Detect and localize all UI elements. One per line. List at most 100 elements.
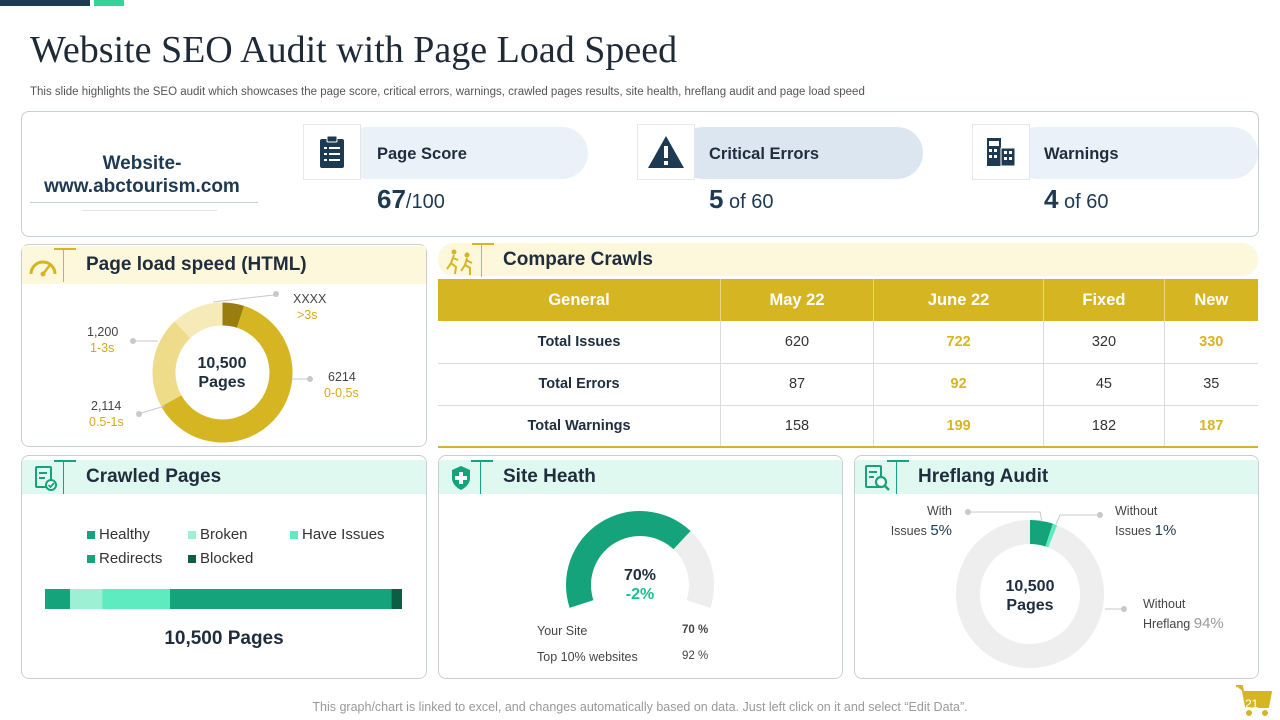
- critical-errors-value: 5 of 60: [709, 184, 774, 214]
- without-hreflang-label: Without Hreflang 94%: [1143, 597, 1224, 632]
- page-score-pill: [342, 127, 588, 179]
- slice-1-3s: [174, 302, 223, 339]
- table-row: Total Errors 87 92 45 35: [438, 363, 1258, 406]
- legend-swatch: [188, 530, 196, 539]
- legend-swatch: [87, 554, 95, 563]
- warning-icon: [637, 124, 695, 180]
- your-site-value: 70 %: [682, 624, 709, 636]
- divider: [82, 210, 217, 211]
- divider: [30, 202, 258, 203]
- top-accent-bar-green: [94, 0, 124, 6]
- runners-icon: [446, 249, 473, 275]
- warnings-pill: [1012, 127, 1258, 179]
- column-header: June 22: [873, 279, 1045, 321]
- warnings-label: Warnings: [1044, 145, 1119, 163]
- divider: [63, 460, 64, 494]
- warnings-value: 4 of 60: [1044, 184, 1109, 214]
- table-cell: 45: [1043, 363, 1165, 406]
- gauge-icon: [29, 260, 57, 277]
- table-row: Total Issues 620 722 320 330: [438, 321, 1258, 364]
- metrics-panel: Website- www.abctourism.com Page Score 6…: [21, 111, 1259, 237]
- clipboard-icon: [303, 124, 361, 180]
- table-cell: 92: [873, 363, 1045, 406]
- table-header-row: General May 22 June 22 Fixed New: [438, 279, 1258, 321]
- bar-segment-healthy: [169, 589, 392, 609]
- legend-swatch: [188, 554, 196, 563]
- crawled-total: 10,500 Pages: [164, 628, 284, 649]
- divider: [896, 460, 897, 494]
- footer-note: This graph/chart is linked to excel, and…: [312, 700, 968, 714]
- top-sites-value: 92 %: [682, 650, 709, 662]
- document-search-icon: [865, 465, 890, 491]
- legend-item: Blocked: [188, 550, 253, 567]
- calculator-icon: [972, 124, 1030, 180]
- site-health-title: Site Heath: [503, 466, 596, 487]
- health-shield-icon: [452, 466, 470, 490]
- critical-errors-label: Critical Errors: [709, 145, 820, 163]
- column-header: Fixed: [1043, 279, 1165, 321]
- legend-swatch: [87, 530, 95, 539]
- page-title: Website SEO Audit with Page Load Speed: [30, 29, 678, 71]
- divider: [480, 460, 481, 494]
- bar-segment-redirects: [45, 589, 70, 609]
- divider: [481, 243, 482, 277]
- slice--3s: [222, 302, 245, 328]
- hreflang-title: Hreflang Audit: [918, 466, 1049, 487]
- load-speed-header: Page load speed (HTML): [22, 246, 426, 284]
- with-issues-label: With Issues 5%: [890, 504, 952, 539]
- legend-item: Healthy: [87, 526, 150, 543]
- bar-segment-blocked: [391, 589, 402, 609]
- cart-icon: [1236, 685, 1272, 716]
- page-score-label: Page Score: [377, 145, 467, 163]
- legend-item: Have Issues: [290, 526, 385, 543]
- compare-header: Compare Crawls: [438, 243, 1258, 276]
- slice-with-issues: [1030, 520, 1053, 547]
- seg-range: 1-3s: [90, 341, 115, 355]
- page-number: 21: [1245, 697, 1259, 711]
- divider: [472, 243, 494, 245]
- table-cell: 87: [720, 363, 874, 406]
- your-site-label: Your Site: [537, 624, 588, 638]
- slice-0-5-1s: [152, 321, 191, 407]
- site-health-gauge: [566, 511, 714, 608]
- slice-your-site: [566, 511, 691, 608]
- table-cell: 620: [720, 321, 874, 364]
- row-label: Total Warnings: [438, 405, 722, 448]
- divider: [54, 248, 76, 250]
- slice-without-hreflang: [956, 520, 1104, 668]
- table-cell: 158: [720, 405, 874, 448]
- site-health-center: 70% -2%: [623, 567, 657, 603]
- compare-title: Compare Crawls: [503, 248, 653, 270]
- slice-remaining: [673, 531, 714, 608]
- seg-value: 6214: [328, 370, 356, 384]
- site-health-header: Site Heath: [439, 460, 842, 494]
- seg-value: 1,200: [87, 325, 119, 339]
- table-cell: 330: [1164, 321, 1258, 364]
- website-name: Website- www.abctourism.com: [44, 153, 240, 197]
- legend-item: Broken: [188, 526, 248, 543]
- slice-0-0-5s: [161, 305, 293, 443]
- table-cell: 182: [1043, 405, 1165, 448]
- table-cell: 722: [873, 321, 1045, 364]
- top-accent-bar: [0, 0, 90, 6]
- top-sites-label: Top 10% websites: [537, 650, 638, 664]
- hreflang-donut: [956, 520, 1104, 668]
- seg-range: 0.5-1s: [89, 415, 124, 429]
- slice-without-issues: [1045, 523, 1058, 548]
- critical-errors-pill: [677, 127, 923, 179]
- row-label: Total Errors: [438, 363, 722, 406]
- table-cell: 199: [873, 405, 1045, 448]
- load-speed-donut: [152, 302, 293, 443]
- row-label: Total Issues: [438, 321, 722, 364]
- hreflang-center: 10,500 Pages: [1005, 578, 1055, 614]
- table-cell: 320: [1043, 321, 1165, 364]
- crawled-bar: [45, 589, 402, 609]
- legend-swatch: [290, 530, 298, 539]
- document-check-icon: [35, 466, 57, 491]
- hreflang-header: Hreflang Audit: [855, 460, 1258, 494]
- table-cell: 187: [1164, 405, 1258, 448]
- seg-range: >3s: [297, 308, 318, 322]
- divider: [63, 248, 64, 282]
